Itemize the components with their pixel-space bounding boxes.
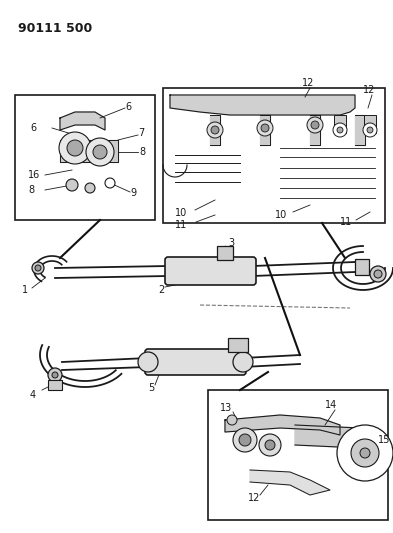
Text: 14: 14: [325, 400, 337, 410]
Circle shape: [48, 368, 62, 382]
Circle shape: [233, 428, 257, 452]
Text: 16: 16: [28, 170, 40, 180]
Text: 9: 9: [130, 188, 136, 198]
Polygon shape: [210, 115, 220, 145]
Polygon shape: [260, 115, 270, 145]
Circle shape: [93, 145, 107, 159]
Text: 8: 8: [28, 185, 34, 195]
Circle shape: [261, 124, 269, 132]
FancyBboxPatch shape: [145, 349, 246, 375]
Circle shape: [211, 126, 219, 134]
Text: 4: 4: [30, 390, 36, 400]
Polygon shape: [225, 415, 340, 435]
Circle shape: [367, 127, 373, 133]
Polygon shape: [310, 115, 320, 145]
Circle shape: [307, 117, 323, 133]
Circle shape: [239, 434, 251, 446]
Circle shape: [35, 265, 41, 271]
Circle shape: [360, 448, 370, 458]
Circle shape: [259, 434, 281, 456]
Polygon shape: [250, 470, 330, 495]
Text: 6: 6: [30, 123, 36, 133]
Bar: [48, 380, 62, 390]
Circle shape: [85, 183, 95, 193]
Circle shape: [105, 178, 115, 188]
Circle shape: [311, 121, 319, 129]
Circle shape: [227, 415, 237, 425]
Bar: [163, 88, 385, 223]
Circle shape: [333, 123, 347, 137]
Text: 2: 2: [158, 285, 164, 295]
Polygon shape: [295, 425, 370, 448]
Text: 15: 15: [378, 435, 390, 445]
Bar: [15, 95, 155, 220]
Circle shape: [59, 132, 91, 164]
Text: 12: 12: [302, 78, 314, 88]
Circle shape: [52, 372, 58, 378]
Text: 12: 12: [248, 493, 261, 503]
Text: 3: 3: [228, 238, 234, 248]
Text: 6: 6: [125, 102, 131, 112]
Circle shape: [67, 140, 83, 156]
Circle shape: [207, 122, 223, 138]
Text: 5: 5: [148, 383, 154, 393]
Bar: [364, 115, 376, 133]
Circle shape: [66, 179, 78, 191]
Circle shape: [351, 439, 379, 467]
Text: 13: 13: [220, 403, 232, 413]
Text: 12: 12: [363, 85, 375, 95]
Polygon shape: [355, 115, 365, 145]
Polygon shape: [170, 95, 355, 115]
Circle shape: [233, 352, 253, 372]
Text: 10: 10: [275, 210, 287, 220]
Circle shape: [265, 440, 275, 450]
Text: 8: 8: [139, 147, 145, 157]
Bar: [208, 390, 388, 520]
Circle shape: [337, 127, 343, 133]
Circle shape: [337, 425, 393, 481]
Bar: [355, 259, 369, 275]
Text: 7: 7: [138, 128, 144, 138]
Circle shape: [257, 120, 273, 136]
Text: 90111 500: 90111 500: [18, 22, 92, 35]
Text: 11: 11: [340, 217, 352, 227]
Bar: [217, 246, 233, 260]
Polygon shape: [60, 112, 105, 130]
Text: 10: 10: [175, 208, 187, 218]
Text: 11: 11: [175, 220, 187, 230]
Circle shape: [370, 266, 386, 282]
Bar: [228, 338, 248, 352]
FancyBboxPatch shape: [165, 257, 256, 285]
Bar: [334, 115, 346, 133]
Circle shape: [86, 138, 114, 166]
Circle shape: [32, 262, 44, 274]
Circle shape: [363, 123, 377, 137]
Polygon shape: [60, 140, 118, 162]
Text: 1: 1: [22, 285, 28, 295]
Circle shape: [138, 352, 158, 372]
Circle shape: [374, 270, 382, 278]
